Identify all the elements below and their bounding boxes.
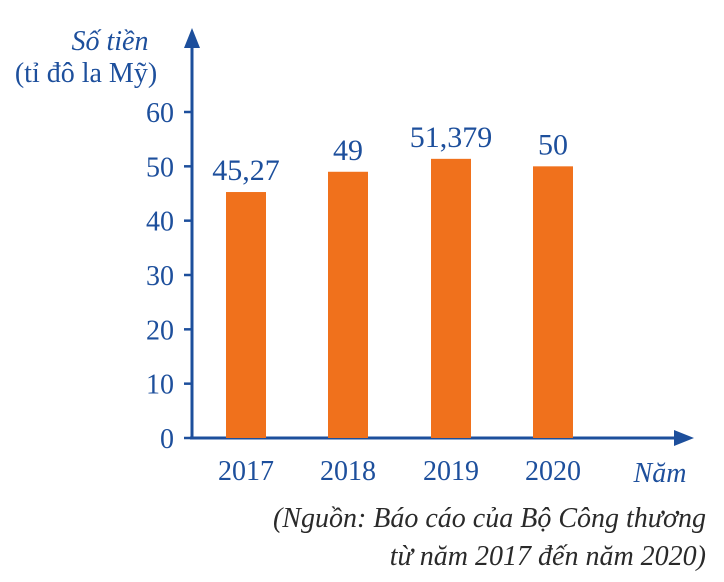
x-tick-label: 2020 (525, 456, 581, 487)
data-label: 45,27 (212, 154, 280, 187)
y-axis-title: Số tiền (72, 26, 149, 57)
y-tick-label: 10 (146, 370, 174, 401)
x-axis-arrow (674, 430, 694, 446)
source-note-line1: (Nguồn: Báo cáo của Bộ Công thương (273, 503, 706, 534)
y-tick-label: 0 (160, 424, 174, 455)
source-note-line2: từ năm 2017 đến năm 2020) (390, 541, 706, 572)
data-label: 50 (538, 128, 568, 161)
x-tick-labels: 2017 2018 2019 2020 (218, 456, 581, 487)
y-axis-unit: (tỉ đô la Mỹ) (15, 58, 157, 89)
data-label: 49 (333, 134, 363, 167)
bar-2018 (328, 171, 368, 438)
x-tick-label: 2019 (423, 456, 479, 487)
x-tick-label: 2018 (320, 456, 376, 487)
bar-2020 (533, 166, 573, 439)
y-axis-arrow (184, 28, 200, 48)
data-labels: 45,27 49 51,379 50 (212, 121, 568, 187)
x-axis-title: Năm (633, 458, 687, 489)
data-label: 51,379 (410, 121, 493, 154)
y-tick-label: 50 (146, 152, 174, 183)
y-tick-label: 40 (146, 207, 174, 238)
bar-2019 (431, 158, 471, 438)
y-tick-label: 30 (146, 261, 174, 292)
bars (226, 158, 573, 439)
y-tick-label: 60 (146, 98, 174, 129)
y-tick-label: 20 (146, 315, 174, 346)
y-ticks: 0 10 20 30 40 50 60 (146, 98, 192, 455)
bar-2017 (226, 192, 266, 438)
x-tick-label: 2017 (218, 456, 274, 487)
